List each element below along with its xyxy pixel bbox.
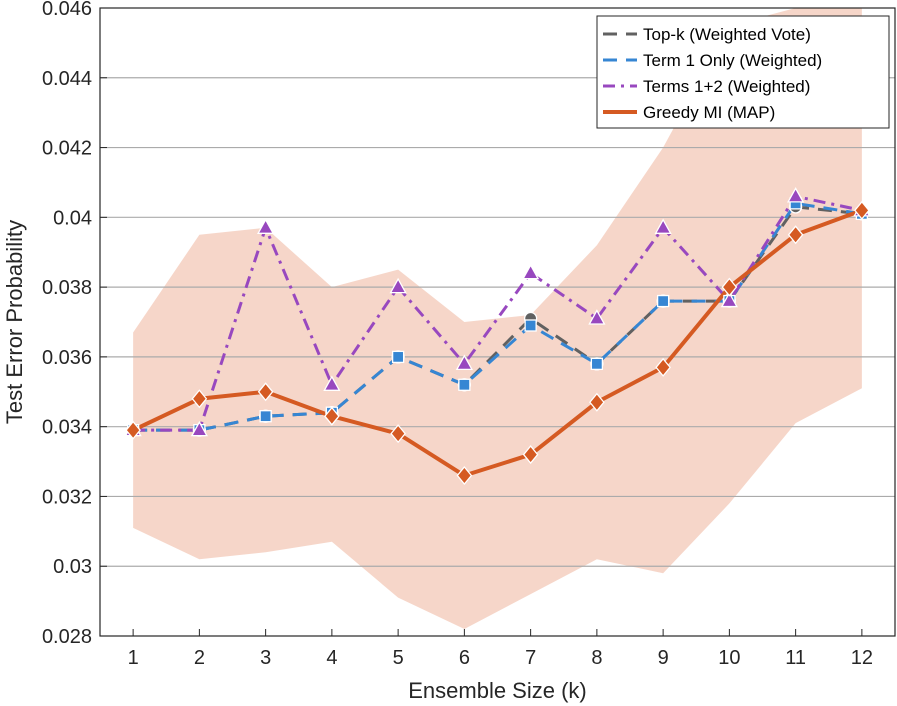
- y-axis-label: Test Error Probability: [2, 220, 27, 424]
- axis-ticks: 0.028 0.03 0.032 0.034 0.036 0.038 0.04 0.042 0.…: [42, 0, 873, 669]
- y-tick-label: 0.028: [42, 626, 92, 648]
- greedy-marker: [854, 200, 870, 220]
- terms12-marker: [522, 263, 540, 280]
- series-markers: [124, 187, 871, 486]
- x-tick-label: 9: [658, 647, 669, 669]
- term1-marker: [391, 350, 405, 364]
- x-tick-label: 12: [851, 647, 873, 669]
- term1-line: [133, 201, 863, 432]
- x-tick-label: 10: [718, 647, 740, 669]
- term1-marker: [656, 294, 670, 308]
- gridlines: [100, 77, 895, 567]
- x-tick-label: 4: [326, 647, 337, 669]
- terms12-marker: [323, 375, 341, 391]
- y-tick-label: 0.044: [42, 68, 92, 90]
- greedy-marker: [456, 465, 473, 486]
- greedy-marker: [522, 445, 539, 465]
- series-lines: [132, 194, 863, 478]
- greedy-marker: [589, 392, 605, 412]
- legend-term1-label: Term 1 Only (Weighted): [643, 51, 822, 70]
- terms12-marker: [257, 218, 275, 234]
- x-tick-label: 7: [525, 647, 536, 669]
- y-tick-label: 0.042: [42, 138, 92, 160]
- greedy-marker: [655, 357, 671, 377]
- x-tick-label: 2: [194, 647, 205, 669]
- greedy-marker: [787, 225, 804, 245]
- terms12-marker: [654, 218, 672, 234]
- y-tick-label: 0.046: [42, 0, 92, 20]
- y-tick-label: 0.03: [53, 556, 92, 578]
- greedy-marker: [390, 424, 406, 444]
- terms12-marker: [190, 420, 208, 437]
- x-tick-label: 8: [591, 647, 602, 669]
- terms12-marker: [588, 309, 606, 325]
- term1-marker: [524, 319, 537, 332]
- greedy-line: [132, 208, 863, 478]
- y-tick-label: 0.038: [42, 277, 92, 299]
- x-tick-label: 6: [459, 647, 470, 669]
- terms12-marker: [389, 277, 407, 294]
- x-tick-label: 1: [128, 647, 139, 669]
- greedy-marker: [191, 389, 208, 409]
- x-tick-label: 11: [785, 647, 806, 669]
- y-tick-label: 0.04: [53, 207, 92, 229]
- term1-marker: [458, 378, 471, 391]
- greedy-marker: [125, 420, 141, 440]
- legend-greedy-label: Greedy MI (MAP): [643, 103, 775, 122]
- terms12-line: [133, 194, 863, 432]
- confidence-band: [133, 8, 862, 630]
- greedy-marker: [257, 382, 274, 402]
- plot-frame: [99, 7, 896, 637]
- legend-terms12-label: Terms 1+2 (Weighted): [643, 77, 810, 96]
- greedy-marker: [721, 277, 738, 297]
- y-tick-label: 0.036: [42, 347, 92, 369]
- x-tick-label: 3: [260, 647, 271, 669]
- greedy-marker: [324, 406, 340, 426]
- x-axis-label: Ensemble Size (k): [408, 678, 587, 703]
- legend-box: [596, 15, 890, 129]
- legend-topk-label: Top-k (Weighted Vote): [643, 25, 811, 44]
- y-tick-label: 0.032: [42, 486, 92, 508]
- terms12-marker: [455, 354, 473, 371]
- terms12-marker: [720, 291, 738, 308]
- term1-marker: [590, 357, 604, 371]
- y-tick-label: 0.034: [42, 417, 92, 439]
- term1-marker: [259, 410, 272, 423]
- legend: Top-k (Weighted Vote) Term 1 Only (Weight…: [596, 15, 890, 129]
- x-tick-label: 5: [393, 647, 404, 669]
- confidence-band-layer: [133, 8, 862, 630]
- terms12-marker: [787, 187, 805, 203]
